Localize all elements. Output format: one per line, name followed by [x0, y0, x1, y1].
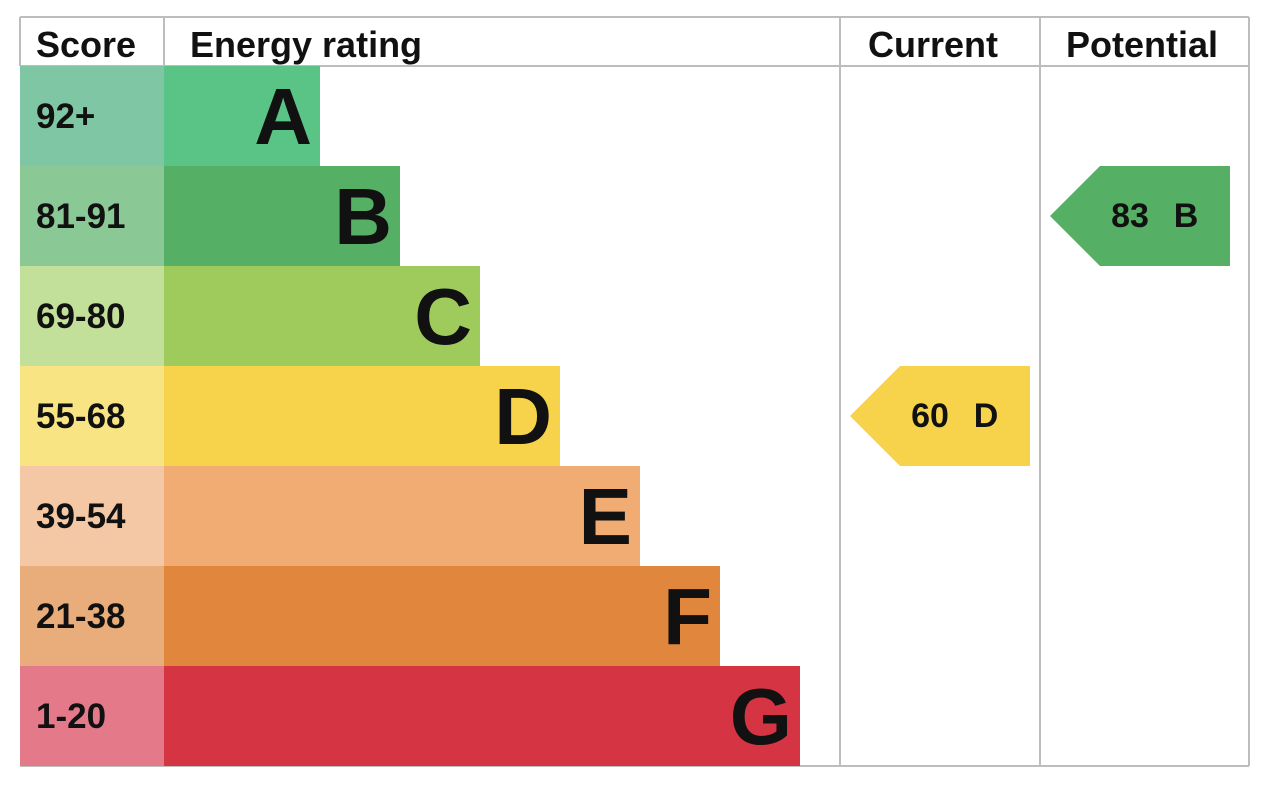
rating-arrows: 60 D 83 B	[850, 166, 1230, 466]
rating-letter-d: D	[494, 372, 552, 461]
potential-value: 83	[1111, 197, 1149, 235]
score-label-g: 1-20	[36, 697, 106, 736]
rating-bar-c	[164, 266, 480, 366]
header-potential: Potential	[1066, 24, 1218, 65]
header-score: Score	[36, 24, 136, 65]
rating-letter-b: B	[334, 172, 392, 261]
rating-bar-e	[164, 466, 640, 566]
score-label-d: 55-68	[36, 397, 126, 436]
rating-bands: 92+ A 81-91 B 69-80 C 55-68 D 39-54 E 21-38 F 1-20 G	[20, 66, 800, 766]
rating-bar-f	[164, 566, 720, 666]
rating-letter-c: C	[414, 272, 472, 361]
rating-bar-d	[164, 366, 560, 466]
rating-letter-e: E	[579, 472, 632, 561]
score-cell-e	[20, 466, 164, 566]
score-cell-a	[20, 66, 164, 166]
current-value: 60	[911, 397, 949, 435]
header-energy-rating: Energy rating	[190, 24, 422, 65]
score-cell-c	[20, 266, 164, 366]
score-label-c: 69-80	[36, 297, 126, 336]
rating-bar-a	[164, 66, 320, 166]
current-arrow	[850, 366, 1030, 466]
score-label-f: 21-38	[36, 597, 126, 636]
score-cell-b	[20, 166, 164, 266]
rating-letter-f: F	[663, 572, 712, 661]
current-band: D	[974, 397, 999, 435]
header-current: Current	[868, 24, 998, 65]
rating-bar-b	[164, 166, 400, 266]
rating-letter-a: A	[254, 72, 312, 161]
score-label-b: 81-91	[36, 197, 126, 236]
rating-bar-g	[164, 666, 800, 766]
score-cell-f	[20, 566, 164, 666]
score-label-e: 39-54	[36, 497, 126, 536]
score-cell-g	[20, 666, 164, 766]
score-cell-d	[20, 366, 164, 466]
potential-band: B	[1174, 197, 1199, 235]
potential-arrow	[1050, 166, 1230, 266]
column-headers: Score Energy rating Current Potential	[36, 24, 1218, 65]
rating-letter-g: G	[730, 672, 792, 761]
score-label-a: 92+	[36, 97, 95, 136]
